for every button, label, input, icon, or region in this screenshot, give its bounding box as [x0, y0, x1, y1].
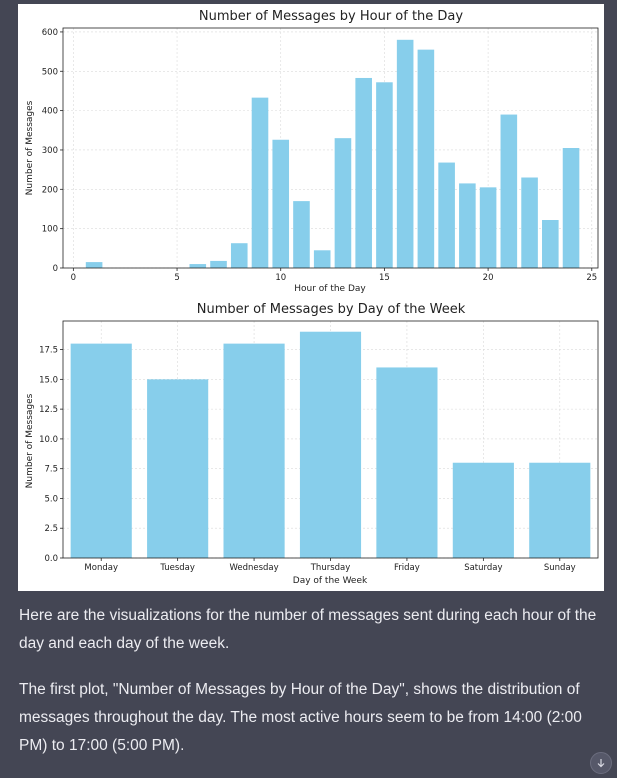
bar	[251, 97, 269, 268]
bar	[210, 260, 227, 268]
x-tick-label: Thursday	[310, 563, 351, 573]
bar	[70, 343, 132, 558]
bar	[189, 264, 207, 268]
bar	[334, 138, 352, 268]
x-tick-label: Friday	[394, 563, 420, 573]
bar	[223, 343, 285, 558]
plot-frame	[62, 27, 599, 269]
x-tick-label: Monday	[84, 563, 118, 573]
x-tick-label: 20	[483, 273, 494, 283]
chart-image: Number of Messages by Hour of the Day 0 5…	[18, 4, 604, 591]
x-axis-label: Hour of the Day	[294, 284, 366, 294]
arrow-down-icon	[597, 759, 605, 768]
x-tick-label: Wednesday	[229, 563, 278, 573]
x-axis-label: Day of the Week	[293, 576, 368, 586]
x-tick-label: 10	[275, 273, 286, 283]
hourly-chart: Number of Messages by Hour of the Day 0 5…	[25, 9, 599, 294]
bar	[529, 462, 591, 558]
bar	[459, 183, 476, 268]
bar	[313, 250, 331, 268]
y-tick-label: 300	[42, 146, 58, 156]
y-tick-label: 400	[42, 107, 58, 117]
x-tick-label: 5	[174, 273, 179, 283]
bar	[562, 148, 580, 268]
bar	[396, 39, 414, 268]
bar	[376, 367, 438, 558]
y-tick-label: 12.5	[39, 405, 58, 415]
bar	[452, 462, 514, 558]
bar	[147, 379, 209, 558]
y-tick-label: 15.0	[39, 375, 58, 385]
bar	[272, 139, 290, 268]
y-tick-label: 500	[42, 67, 58, 77]
y-axis-label: Number of Messages	[25, 393, 35, 488]
chart-title: Number of Messages by Day of the Week	[197, 302, 466, 317]
charts-svg: Number of Messages by Hour of the Day 0 5…	[25, 9, 599, 586]
weekly-chart: Number of Messages by Day of the Week Mo…	[25, 302, 599, 586]
bar	[542, 220, 559, 268]
x-tick-label: 25	[586, 273, 597, 283]
y-tick-label: 0.0	[44, 554, 58, 564]
x-tick-label: Sunday	[544, 563, 576, 573]
bar	[85, 262, 103, 268]
y-tick-label: 10.0	[39, 435, 58, 445]
y-tick-label: 600	[42, 28, 58, 38]
message-paragraph: The first plot, "Number of Messages by H…	[19, 681, 582, 754]
x-tick-label: Tuesday	[159, 563, 195, 573]
x-tick-label: Saturday	[464, 563, 502, 573]
bar	[417, 49, 435, 268]
y-tick-label: 200	[42, 185, 58, 195]
y-tick-label: 17.5	[39, 346, 58, 356]
y-tick-label: 5.0	[44, 494, 58, 504]
bar	[376, 82, 393, 269]
y-axis-label: Number of Messages	[25, 100, 35, 195]
bar	[355, 77, 372, 268]
bar	[293, 201, 310, 268]
y-tick-label: 2.5	[44, 524, 58, 534]
bar	[438, 162, 455, 268]
y-tick-label: 7.5	[44, 465, 58, 475]
message-paragraph: Here are the visualizations for the numb…	[19, 607, 597, 652]
bar	[230, 243, 248, 268]
y-tick-label: 100	[42, 225, 58, 235]
y-tick-label: 0	[53, 264, 58, 274]
x-tick-label: 0	[71, 273, 76, 283]
scroll-down-button[interactable]	[590, 752, 612, 774]
bar	[500, 114, 518, 269]
bar	[299, 331, 362, 558]
bar	[479, 187, 497, 268]
assistant-message: Here are the visualizations for the numb…	[19, 602, 601, 778]
chart-title: Number of Messages by Hour of the Day	[199, 9, 464, 24]
bar	[521, 177, 538, 268]
x-tick-label: 15	[379, 273, 390, 283]
